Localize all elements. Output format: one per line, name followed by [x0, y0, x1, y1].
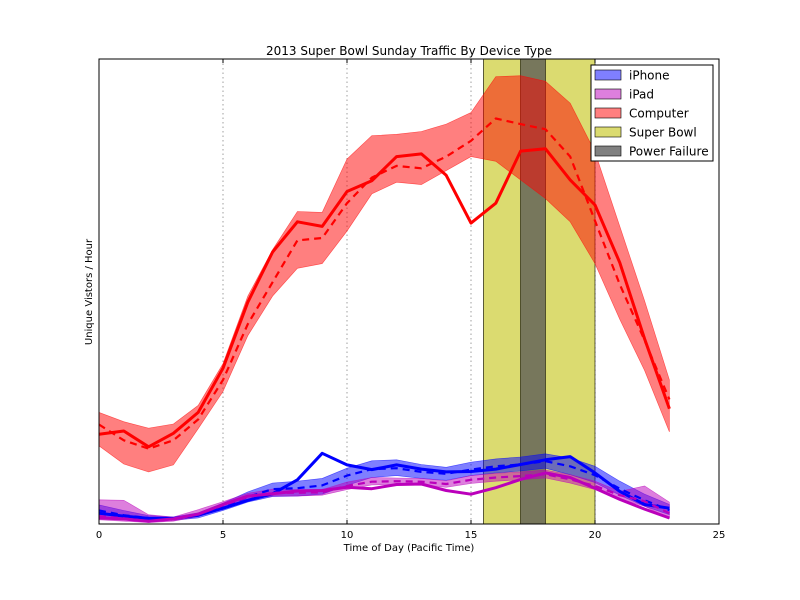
legend-swatch-power-failure	[594, 145, 622, 157]
legend-label-iphone: iPhone	[629, 69, 670, 83]
line-expected-computer	[99, 117, 671, 450]
y-axis-label: Unique Vistors / Hour	[84, 238, 95, 345]
band-computer	[99, 75, 670, 473]
legend-label-ipad: iPad	[629, 88, 654, 102]
x-axis-label: Time of Day (Pacific Time)	[343, 543, 475, 554]
legend-swatch-ipad	[594, 88, 622, 100]
legend: iPhone iPad Computer Super Bowl Power Failur…	[590, 64, 714, 162]
x-tick-label-25: 25	[713, 530, 726, 541]
x-tick-label-20: 20	[589, 530, 602, 541]
legend-swatch-iphone	[594, 69, 622, 81]
legend-swatch-super-bowl	[594, 126, 622, 138]
legend-swatch-computer	[594, 107, 622, 119]
legend-label-super-bowl: Super Bowl	[629, 126, 697, 140]
legend-label-power-failure: Power Failure	[629, 145, 709, 159]
line-actual-ipad	[99, 471, 670, 523]
x-tick-label-5: 5	[220, 530, 226, 541]
x-tick-label-10: 10	[341, 530, 354, 541]
x-tick-label-15: 15	[465, 530, 478, 541]
axes-frame	[98, 58, 720, 525]
line-actual-computer	[99, 147, 671, 449]
chart-title: 2013 Super Bowl Sunday Traffic By Device…	[266, 44, 552, 58]
x-tick-label-0: 0	[96, 530, 102, 541]
plot-area	[99, 59, 671, 524]
legend-label-computer: Computer	[629, 107, 689, 121]
